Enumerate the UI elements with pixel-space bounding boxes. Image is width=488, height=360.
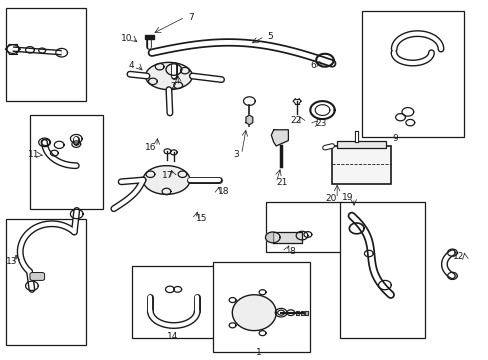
Bar	[295, 311, 298, 315]
Text: 1: 1	[256, 348, 262, 357]
FancyBboxPatch shape	[30, 273, 44, 280]
Bar	[331, 146, 390, 184]
Text: 14: 14	[166, 332, 178, 341]
Text: 8: 8	[289, 247, 295, 256]
Text: 15: 15	[195, 214, 207, 223]
Text: 22: 22	[289, 116, 301, 125]
Text: 13: 13	[6, 257, 17, 266]
Bar	[339, 202, 424, 338]
Text: 12: 12	[452, 252, 464, 261]
Text: 4: 4	[128, 61, 134, 70]
Polygon shape	[143, 166, 189, 194]
Text: 16: 16	[145, 143, 156, 152]
Text: 10: 10	[121, 34, 132, 43]
Text: 21: 21	[276, 178, 287, 187]
Bar	[145, 35, 154, 39]
Text: 20: 20	[325, 194, 336, 203]
Bar	[266, 202, 341, 252]
Polygon shape	[145, 62, 192, 90]
Text: 17: 17	[162, 171, 173, 180]
Text: 9: 9	[392, 134, 398, 143]
Bar	[132, 266, 215, 338]
Text: 2: 2	[170, 82, 175, 91]
Text: 5: 5	[267, 32, 273, 41]
Text: 6: 6	[310, 61, 316, 70]
Bar	[361, 12, 463, 137]
Text: 7: 7	[187, 13, 193, 22]
Bar	[5, 220, 86, 345]
Polygon shape	[265, 232, 272, 243]
Text: 3: 3	[232, 150, 238, 159]
Text: 18: 18	[218, 187, 229, 196]
Bar	[300, 311, 303, 315]
Text: 19: 19	[342, 193, 353, 202]
Text: 23: 23	[314, 119, 325, 128]
Bar	[272, 232, 302, 243]
Bar	[305, 311, 308, 315]
Text: 11: 11	[27, 150, 39, 159]
Bar	[5, 8, 86, 101]
Polygon shape	[271, 130, 288, 146]
Bar	[336, 140, 385, 148]
Polygon shape	[232, 295, 276, 330]
Polygon shape	[245, 115, 252, 125]
Bar	[30, 116, 103, 209]
Bar	[212, 262, 310, 352]
